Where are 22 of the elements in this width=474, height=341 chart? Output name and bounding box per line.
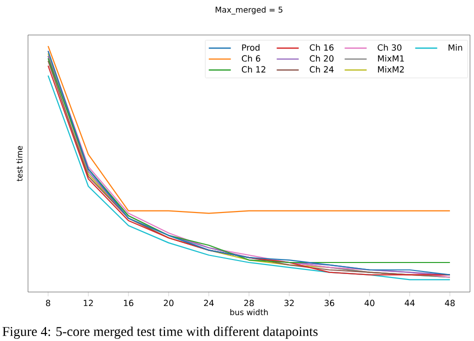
x-tick-label: 12 [84,300,93,306]
caption: Figure 4: 5-core merged test time with different datapoints [2,326,318,339]
legend-label: Ch 20 [310,55,334,62]
x-tick-label: 40 [364,300,374,306]
legend-label: Ch 24 [310,66,334,73]
x-tick-label: 28 [244,300,254,306]
x-tick-label: 16 [124,300,134,306]
legend-label: Ch 30 [378,44,402,51]
x-tick-label: 8 [46,300,50,306]
legend-label: Min [448,44,462,51]
legend-label: Prod [242,44,260,51]
x-tick-label: 36 [324,300,334,306]
x-tick-label: 24 [204,300,214,306]
legend-label: Ch 12 [242,66,266,73]
x-tick-label: 20 [164,300,174,306]
x-tick-label: 44 [404,300,415,306]
x-tick-label: 32 [284,300,294,306]
legend-label: MixM2 [378,66,404,72]
legend-label: MixM1 [378,55,404,62]
legend-label: Ch 6 [242,55,260,62]
x-tick-label: 48 [444,300,455,306]
legend-label: Ch 16 [310,44,334,51]
